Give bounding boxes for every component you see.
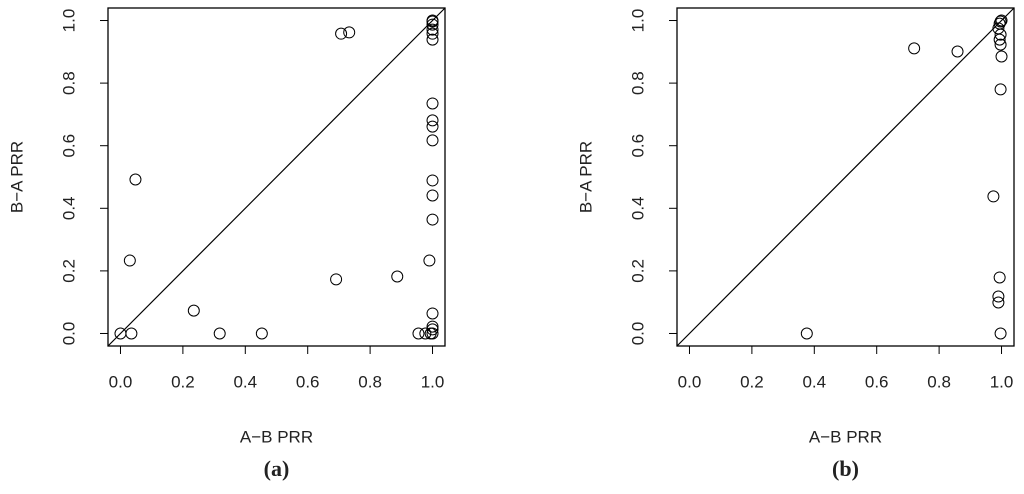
point [330,273,343,286]
point [994,38,1007,51]
point [992,290,1005,303]
point [391,270,404,283]
point [987,190,1000,203]
point [426,23,439,36]
y-tick-label: 0.6 [59,134,78,158]
point [993,33,1006,46]
y-tick-label: 0.0 [628,322,647,346]
y-axis-title: B−A PRR [7,141,26,213]
point [951,45,964,58]
point [426,189,439,202]
point [187,304,200,317]
y-tick-label: 0.4 [59,196,78,220]
point [343,26,356,39]
y-tick-label: 1.0 [59,9,78,33]
point [426,33,439,46]
point [426,323,439,336]
x-tick-label: 0.2 [740,372,764,391]
point [412,327,425,340]
x-tick-label: 0.2 [171,372,195,391]
point [995,14,1008,27]
point [994,327,1007,340]
point [426,97,439,110]
x-tick-label: 1.0 [421,372,445,391]
x-tick-label: 0.8 [358,372,382,391]
x-tick-label: 0.8 [927,372,951,391]
x-tick-label: 0.6 [865,372,889,391]
caption: (a) [264,456,290,481]
point [995,50,1008,63]
y-tick-label: 1.0 [628,9,647,33]
y-tick-label: 0.2 [628,259,647,283]
point [423,254,436,267]
caption: (b) [832,456,859,481]
y-tick-label: 0.0 [59,322,78,346]
point [426,174,439,187]
x-tick-label: 0.4 [233,372,257,391]
diagonal [676,7,1015,347]
x-axis-title: A−B PRR [240,427,313,446]
plot-frame [676,7,1015,347]
y-tick-label: 0.8 [628,71,647,95]
point [426,18,439,31]
point [908,42,921,55]
point [426,114,439,127]
point [426,213,439,226]
point [419,327,432,340]
point [255,327,268,340]
point [123,254,136,267]
point [426,307,439,320]
point [213,327,226,340]
y-axis-title: B−A PRR [576,141,595,213]
y-tick-label: 0.8 [59,71,78,95]
y-tick-label: 0.4 [628,196,647,220]
x-axis-title: A−B PRR [809,427,882,446]
y-tick-label: 0.6 [628,134,647,158]
x-tick-label: 0.6 [296,372,320,391]
plot-frame [107,7,446,347]
point [125,327,138,340]
point [426,134,439,147]
x-tick-label: 0.0 [678,372,702,391]
point [994,28,1007,41]
point [426,320,439,333]
point [426,15,439,28]
point [426,27,439,40]
y-tick-label: 0.2 [59,259,78,283]
point [993,271,1006,284]
point [800,327,813,340]
x-tick-label: 1.0 [990,372,1014,391]
point [335,27,348,40]
point [426,120,439,133]
diagonal [107,7,446,347]
point [994,83,1007,96]
x-tick-label: 0.0 [109,372,133,391]
point [129,173,142,186]
x-tick-label: 0.4 [802,372,826,391]
point [426,327,439,340]
point [992,296,1005,309]
